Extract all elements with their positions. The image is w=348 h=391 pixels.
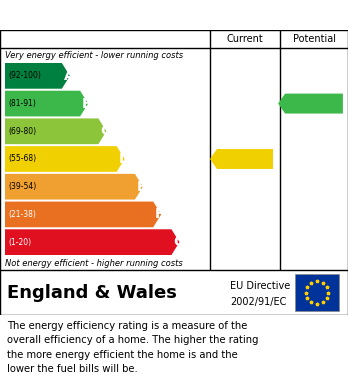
Text: (92-100): (92-100) — [8, 71, 41, 81]
Text: Energy Efficiency Rating: Energy Efficiency Rating — [8, 7, 218, 23]
Text: (1-20): (1-20) — [8, 238, 31, 247]
Text: (21-38): (21-38) — [8, 210, 36, 219]
Polygon shape — [5, 146, 125, 172]
Text: England & Wales: England & Wales — [7, 283, 177, 301]
Text: A: A — [64, 69, 74, 83]
Text: C: C — [100, 124, 111, 138]
Bar — [295, 274, 339, 311]
Polygon shape — [210, 149, 273, 169]
Text: (81-91): (81-91) — [8, 99, 36, 108]
Text: EU Directive: EU Directive — [230, 281, 290, 291]
Text: 67: 67 — [239, 152, 259, 166]
Text: Current: Current — [227, 34, 263, 44]
Polygon shape — [5, 229, 180, 255]
Text: 2002/91/EC: 2002/91/EC — [230, 296, 286, 307]
Polygon shape — [5, 174, 143, 199]
Text: G: G — [173, 235, 185, 249]
Polygon shape — [5, 118, 106, 144]
Text: (55-68): (55-68) — [8, 154, 36, 163]
Polygon shape — [5, 63, 70, 89]
Text: Not energy efficient - higher running costs: Not energy efficient - higher running co… — [5, 258, 183, 267]
Text: B: B — [82, 97, 93, 111]
Text: E: E — [137, 180, 147, 194]
Polygon shape — [5, 202, 161, 227]
Text: (39-54): (39-54) — [8, 182, 36, 191]
Polygon shape — [5, 91, 88, 117]
Text: D: D — [119, 152, 130, 166]
Text: (69-80): (69-80) — [8, 127, 36, 136]
Text: The energy efficiency rating is a measure of the
overall efficiency of a home. T: The energy efficiency rating is a measur… — [7, 321, 259, 374]
Polygon shape — [278, 93, 343, 113]
Text: F: F — [155, 208, 165, 221]
Text: Potential: Potential — [293, 34, 335, 44]
Text: 88: 88 — [308, 97, 328, 111]
Text: Very energy efficient - lower running costs: Very energy efficient - lower running co… — [5, 50, 183, 59]
